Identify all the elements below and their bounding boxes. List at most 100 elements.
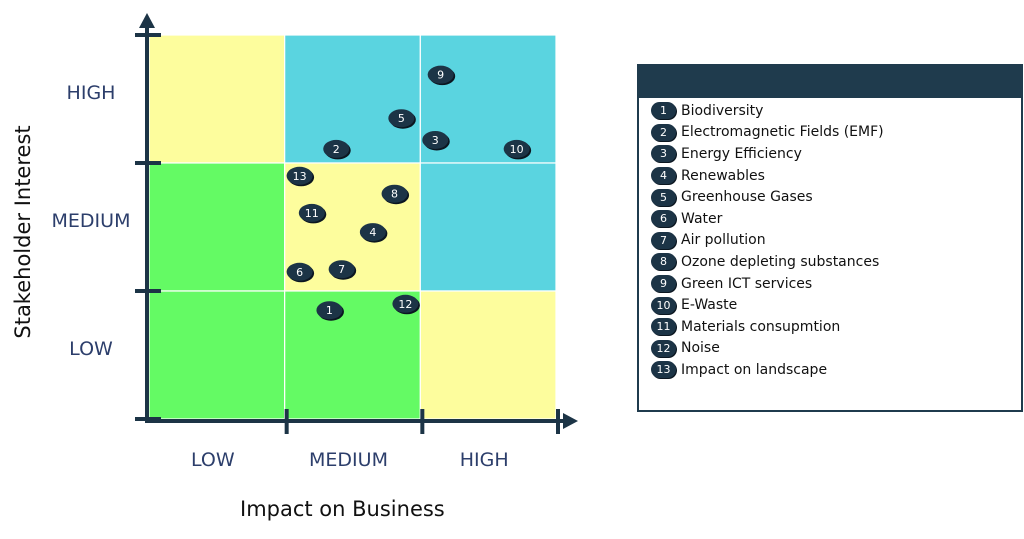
data-point-label: 11 <box>305 207 319 220</box>
data-point: 11 <box>298 203 327 224</box>
x-tick-label: HIGH <box>459 449 509 471</box>
legend-list: 1 Biodiversity 2 Electromagnetic Fields (EM… <box>639 98 1021 381</box>
legend-item-number: 3 <box>651 145 676 163</box>
legend-item-label: Noise <box>681 340 720 357</box>
data-point-label: 5 <box>398 112 405 125</box>
legend-item-number: 2 <box>651 123 676 141</box>
data-point: 3 <box>422 130 450 151</box>
x-tick-label: LOW <box>191 449 235 471</box>
legend-item-number: 5 <box>651 188 676 206</box>
legend-item-number: 9 <box>651 275 676 293</box>
legend-item-number: 6 <box>651 210 676 228</box>
data-point-label: 13 <box>293 170 307 183</box>
data-point-label: 9 <box>437 69 444 82</box>
matrix-cell <box>148 290 286 420</box>
data-point: 12 <box>392 294 420 315</box>
data-point-marker <box>286 262 313 281</box>
x-tick-label: MEDIUM <box>309 449 388 471</box>
data-point-label: 1 <box>326 304 333 317</box>
data-point-marker <box>359 223 386 242</box>
legend-item-label: Green ICT services <box>681 275 813 292</box>
data-point-marker <box>427 65 454 84</box>
legend-item-number: 7 <box>651 231 676 249</box>
legend-item: 5 Greenhouse Gases <box>651 186 1021 208</box>
legend-item-label: Materials consupmtion <box>681 318 841 335</box>
data-point-label: 6 <box>296 266 303 279</box>
data-point: 4 <box>359 223 388 243</box>
matrix-cell <box>284 34 421 164</box>
data-point-marker <box>381 184 408 203</box>
legend-item-label: Electromagnetic Fields (EMF) <box>681 124 884 141</box>
legend-item: 1 Biodiversity <box>651 100 1021 122</box>
data-point-label: 10 <box>510 143 524 156</box>
data-point-marker <box>323 139 350 158</box>
y-tick-label: MEDIUM <box>51 210 131 232</box>
legend-item-label: E-Waste <box>681 297 738 314</box>
legend-item-number: 4 <box>651 167 676 185</box>
legend-item: 10 E-Waste <box>651 294 1021 316</box>
legend-item-number: 11 <box>651 318 676 336</box>
y-axis-arrow <box>139 13 155 28</box>
legend-item: 12 Noise <box>651 338 1021 360</box>
data-point: 13 <box>286 166 315 187</box>
legend-item-label: Water <box>681 210 723 227</box>
data-point: 9 <box>427 65 456 86</box>
y-tick-label: HIGH <box>66 82 116 104</box>
legend-item-label: Ozone depleting substances <box>681 253 880 270</box>
axes <box>135 13 578 434</box>
legend-item: 3 Energy Efficiency <box>651 143 1021 165</box>
matrix-cell <box>419 290 557 420</box>
data-point-marker <box>392 294 419 313</box>
legend-item-number: 10 <box>651 296 676 314</box>
legend-item-label: Air pollution <box>681 232 766 249</box>
x-axis-arrow <box>563 413 578 429</box>
legend-item: 2 Electromagnetic Fields (EMF) <box>651 122 1021 144</box>
legend-item: 11 Materials consupmtion <box>651 316 1021 338</box>
matrix-cell <box>148 34 286 164</box>
legend-item-number: 1 <box>651 102 676 120</box>
data-point-label: 4 <box>369 226 376 239</box>
legend-item-number: 13 <box>651 361 676 379</box>
legend-item: 7 Air pollution <box>651 230 1021 252</box>
legend-header-bar <box>639 66 1021 98</box>
y-axis-title: Stakeholder Interest <box>11 125 35 339</box>
data-point-label: 3 <box>432 134 439 147</box>
data-point-marker <box>328 260 355 279</box>
matrix-cells <box>148 34 557 420</box>
legend-box: 1 Biodiversity 2 Electromagnetic Fields (EM… <box>637 64 1023 412</box>
legend-item-label: Biodiversity <box>681 102 764 119</box>
data-point-label: 7 <box>338 263 345 276</box>
legend-item-label: Energy Efficiency <box>681 145 802 162</box>
legend-item-label: Greenhouse Gases <box>681 189 813 206</box>
matrix-cell <box>419 162 557 292</box>
data-point: 5 <box>388 109 416 129</box>
data-point-marker <box>286 166 313 185</box>
matrix-cell <box>284 290 421 420</box>
matrix-cell <box>148 162 286 292</box>
legend-item: 8 Ozone depleting substances <box>651 251 1021 273</box>
legend-item: 4 Renewables <box>651 165 1021 187</box>
legend-item: 6 Water <box>651 208 1021 230</box>
data-point: 6 <box>286 262 315 283</box>
data-point-marker <box>503 139 530 158</box>
data-point: 1 <box>316 301 344 321</box>
legend-item: 13 Impact on landscape <box>651 359 1021 381</box>
y-tick-label: LOW <box>69 338 113 360</box>
legend-item: 9 Green ICT services <box>651 273 1021 295</box>
x-axis-title: Impact on Business <box>240 497 445 521</box>
legend-item-label: Renewables <box>681 167 765 184</box>
data-point-marker <box>316 301 343 320</box>
data-point-label: 2 <box>333 143 340 156</box>
data-point: 7 <box>328 260 357 280</box>
data-point: 2 <box>323 139 351 160</box>
data-point: 10 <box>503 139 532 160</box>
data-point-marker <box>422 130 449 149</box>
legend-item-number: 8 <box>651 253 676 271</box>
legend-item-label: Impact on landscape <box>681 361 828 378</box>
legend-item-number: 12 <box>651 339 676 357</box>
data-point-marker <box>298 203 325 222</box>
data-point-label: 8 <box>391 188 398 201</box>
data-point-label: 12 <box>398 298 412 311</box>
